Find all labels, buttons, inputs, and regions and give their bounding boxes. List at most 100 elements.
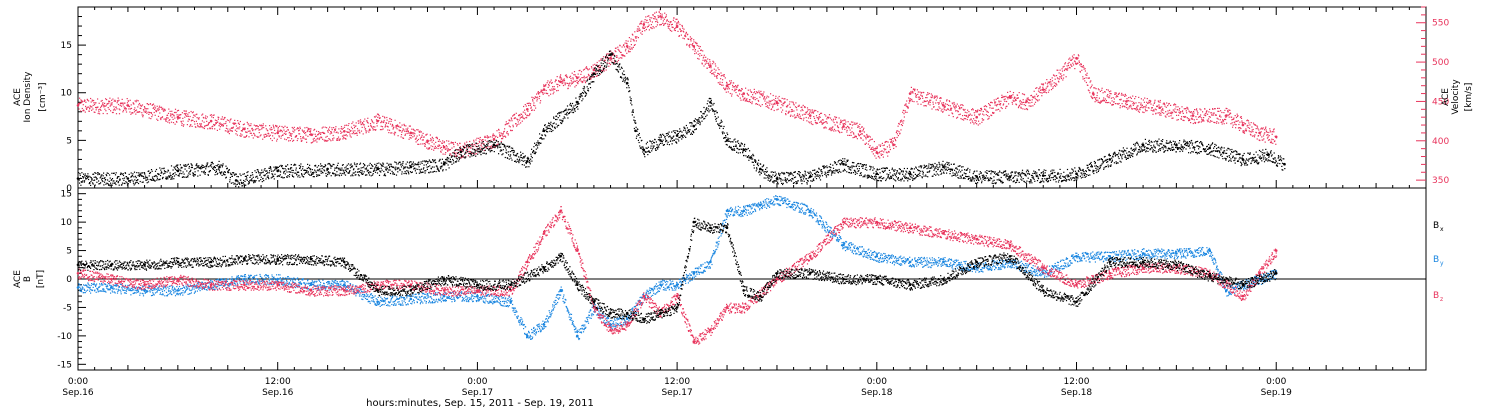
velocity-values-point [592,68,596,72]
By-values-point [1175,252,1178,255]
density-values-point [1208,146,1211,150]
field-axis-title: ACE B [13,270,33,288]
By-series [78,195,1278,341]
density-tick-label: 10 [61,89,73,99]
density-values-point [775,177,779,180]
velocity-series [78,9,1278,159]
density-values-point [492,143,496,147]
By-values-point [742,209,745,213]
velocity-values-point [1008,96,1012,99]
density-values-point [376,167,379,171]
velocity-values-point [1258,131,1261,135]
velocity-values-point [209,119,213,123]
Bx-values-point [692,220,696,224]
By-values-point [725,209,729,213]
Bz-values-point [808,254,812,258]
velocity-values-point [775,101,779,105]
density-values-point [542,129,546,133]
velocity-axis-title-line: Velocity [1451,79,1461,115]
top-panel-density-velocity: 0 5 10 15 350 400 450 500 550 [61,6,1449,194]
velocity-values-point [376,119,379,123]
velocity-values-point [625,45,629,48]
Bx-values-point [725,226,729,230]
Bx-values-point [975,260,978,264]
velocity-axis-title-line: ACE [1441,88,1451,106]
density-values-point [1141,143,1145,147]
top-panel-frame [77,6,1427,189]
Bz-values-point [642,294,646,298]
Bx-values-point [842,277,845,281]
By-values-point [243,277,246,281]
Bz-values-point [842,220,845,224]
Bz-values-point [692,340,696,343]
Bx-values-point [709,226,712,230]
velocity-tick-label: 450 [1432,97,1449,107]
Bx-values-point [542,266,546,269]
Bz-values-point [742,306,745,309]
Bz-values-point [1258,272,1261,275]
Bz-values-point [942,232,945,235]
density-values-point [1075,172,1078,175]
field-tick-label: 0 [66,275,72,285]
Bz-series [78,206,1278,345]
density-values-point [1266,153,1270,156]
By-values-point [625,317,629,321]
x-tick-time: 12:00 [265,377,291,387]
velocity-values-point [842,125,845,128]
Bx-values-point [808,272,812,275]
density-tick-label: 5 [66,136,72,146]
Bz-values-point [725,306,729,309]
density-values-point [526,160,529,163]
Bz-values-point [709,328,712,332]
velocity-values-point [858,130,862,133]
velocity-values-point [243,127,246,131]
velocity-values-point [409,131,413,135]
density-values-point [234,179,238,182]
velocity-values-point [1191,114,1195,117]
density-values-point [1008,175,1012,178]
velocity-values-point [942,104,945,107]
Bz-values-point [542,232,546,235]
x-tick-time: 12:00 [1064,377,1090,387]
field-axis: -15 -10 -5 0 5 10 15 [57,187,86,371]
Bx-values-point [276,257,280,261]
density-values-point [1108,158,1112,161]
legend-Bx-symbol: B [1433,221,1439,231]
Bz-values-point [1108,272,1112,275]
Bx-values-point [442,277,446,281]
field-tick-label: 15 [61,190,72,200]
density-values-point [1175,143,1178,147]
velocity-values [76,15,1278,154]
velocity-values-point [309,133,313,136]
Bz-values-point [526,260,529,264]
density-axis-title-line: Ion Density [23,71,33,123]
density-series [78,50,1286,188]
Bx-values-point [1108,260,1112,264]
By-values-point [509,300,512,304]
Bz-values-point [625,323,629,326]
velocity-values-point [1041,88,1045,91]
Bz-values-point [559,209,562,213]
velocity-values-point [1241,123,1245,127]
velocity-values-point [542,88,546,91]
velocity-axis-unit-line: [km/s] [1464,83,1474,112]
Bx-values-point [642,317,646,321]
Bx-values-point [942,277,945,281]
density-axis-title-line: ACE [13,88,23,106]
Bx-values-point [376,289,379,292]
velocity-tick-label: 500 [1432,58,1449,68]
Bz-values-point [442,289,446,292]
By-values-point [942,260,945,264]
velocity-values-point [1125,100,1128,103]
density-values-point [759,167,762,171]
Bz-values-point [76,272,80,275]
Bx-values-point [609,311,612,315]
Bz-values-point [110,277,113,281]
density-tick-label: 0 [66,184,72,194]
Bx-values-point [176,260,180,264]
velocity-tick-label: 350 [1432,176,1449,186]
Bx-series [78,217,1278,324]
Bx-values-point [1008,254,1012,258]
velocity-values-point [276,131,280,135]
